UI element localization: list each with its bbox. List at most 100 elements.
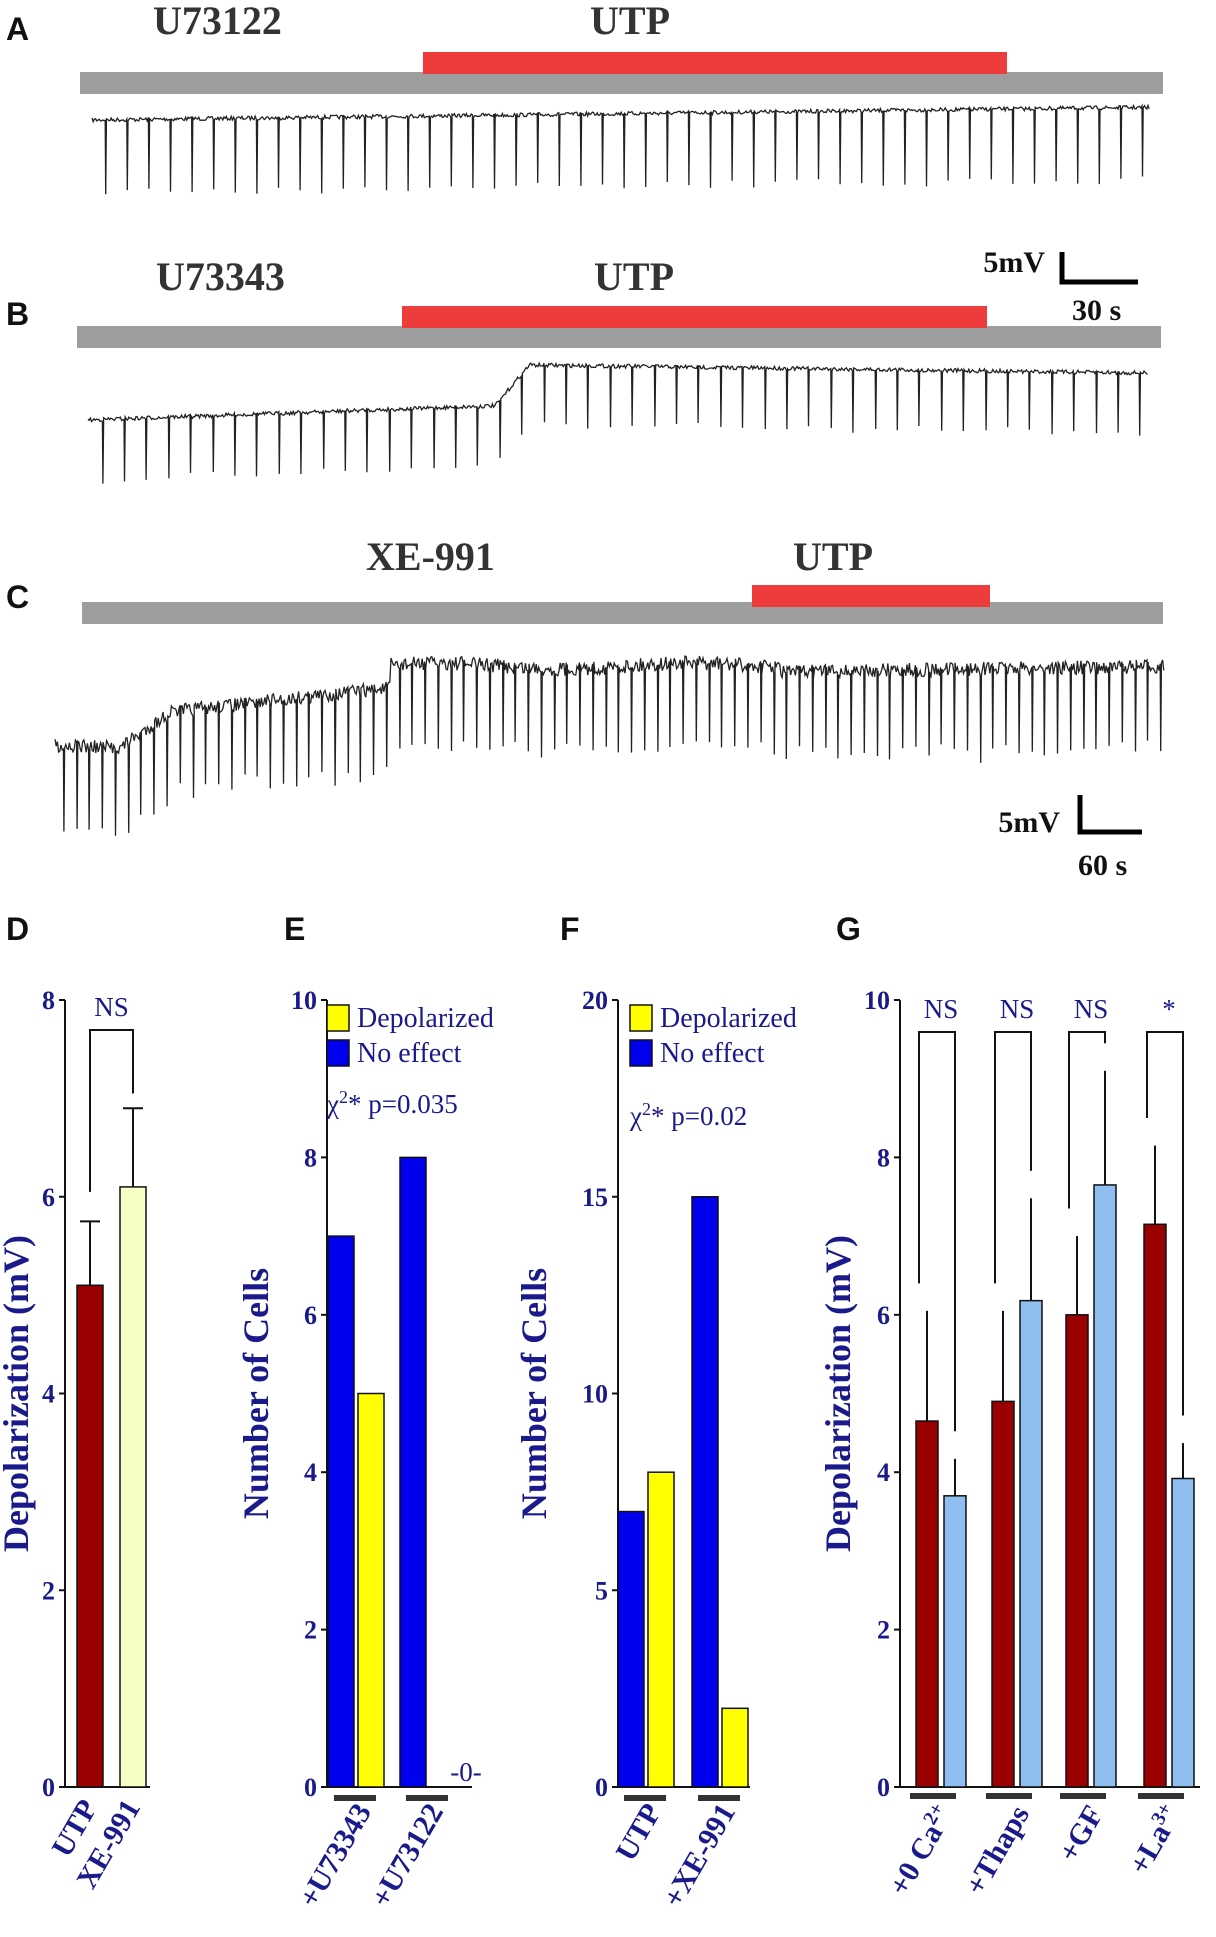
chart-g-y-tick-label: 0 [877,1773,890,1802]
chart-e-y-tick-label: 10 [291,986,317,1015]
chart-g-significance-label: NS [924,994,959,1024]
chart-d-y-tick-label: 0 [42,1773,55,1802]
chart-d-error-bar [123,1107,143,1187]
chart-g-bar-treatment [1171,1477,1195,1788]
chart-g-bar-utp [915,1420,939,1788]
chart-g-category-marker [1060,1793,1106,1799]
panel-c-scale-voltage: 5mV [998,806,1060,839]
chart-f-legend-swatch-depolarized [629,1004,653,1032]
chart-e-legend-label-no-effect: No effect [357,1038,462,1069]
chart-g-category-marker [1138,1793,1184,1799]
chart-g-significance-label: NS [1074,994,1109,1024]
chart-e-legend-swatch-depolarized [326,1004,350,1032]
chart-e-bar-depolarized [357,1392,385,1788]
panel-b-voltage-trace [87,361,1148,484]
chart-g-bar-treatment [943,1495,967,1788]
chart-e-legend-label-depolarized: Depolarized [357,1003,494,1034]
chart-f-category-marker [624,1795,666,1801]
chart-g-significance-label: NS [1000,994,1035,1024]
chart-d-y-axis-label: Depolarization (mV) [0,1235,36,1552]
chart-g-bar-utp [1065,1314,1089,1788]
panel-a-agonist-label: UTP [590,0,670,43]
chart-f-bar-depolarized [647,1471,675,1788]
chart-f-legend-swatch-no-effect [629,1039,653,1067]
chart-d-y-tick-label: 4 [42,1380,55,1409]
chart-e-bar-no-effect [327,1235,355,1788]
panel-b-scale-voltage: 5mV [983,246,1045,279]
panel-b-agonist-label: UTP [594,254,674,299]
chart-e-zero-label: -0- [450,1757,481,1787]
panel-b-drug-bar [77,326,1161,348]
panel-b-utp-bar [402,306,987,328]
panel-c-drug-bar [82,602,1163,624]
panel-b-drug-label: U73343 [156,254,285,299]
chart-f-legend-label-no-effect: No effect [660,1038,765,1069]
panel-c-agonist-label: UTP [793,534,873,579]
chart-f-bar-no-effect [691,1196,719,1788]
chart-d-bar [76,1284,104,1788]
panel-b-scale-time: 30 s [1072,294,1121,327]
panel-g-label: G [836,911,861,947]
panel-a-voltage-trace [91,103,1150,195]
chart-e-category-marker [334,1795,376,1801]
chart-e-y-tick-label: 2 [304,1616,317,1645]
chart-f-category-marker [698,1795,740,1801]
chart-f-y-axis-label: Number of Cells [514,1268,554,1519]
chart-f-y-tick-label: 0 [595,1773,608,1802]
chart-g: 0 2 4 6 8 10 Depolarization (mV) NS +0 Ca2+ NS +Th… [818,986,1200,1901]
chart-f-legend-label-depolarized: Depolarized [660,1003,797,1034]
chart-d-significance-bracket [89,1029,134,1192]
chart-e-category-marker [406,1795,448,1801]
panel-a-label: A [6,11,29,47]
chart-g-x-label: +0 Ca2+ [881,1799,960,1901]
panel-e-label: E [284,911,305,947]
chart-g-bar-treatment [1093,1184,1117,1788]
chart-g-bar-utp [991,1400,1015,1788]
chart-g-significance-bracket [1068,1031,1106,1209]
chart-f-y-tick-label: 5 [595,1576,608,1605]
chart-e-legend-swatch-no-effect [326,1039,350,1067]
panel-a: A U73122 UTP [6,0,1163,195]
chart-e-y-tick-label: 0 [304,1773,317,1802]
chart-e-y-axis-label: Number of Cells [236,1268,276,1519]
panel-a-drug-label: U73122 [153,0,282,43]
chart-e-y-tick-label: 4 [304,1458,317,1487]
chart-g-x-label: +La3+ [1121,1799,1188,1880]
chart-g-y-tick-label: 10 [864,986,890,1015]
panel-a-drug-bar [80,72,1163,94]
chart-e-bar-no-effect [399,1156,427,1788]
panel-c-utp-bar [752,585,990,607]
chart-f: 0 5 10 15 20 Number of Cells UTP+XE-991 Depolar… [514,986,797,1913]
chart-d-error-bar [80,1220,100,1286]
panel-c-scale-time: 60 s [1078,849,1127,882]
chart-g-significance-label: * [1162,994,1176,1024]
chart-f-x-label: +XE-991 [657,1798,742,1913]
panel-f-label: F [560,911,580,947]
chart-g-y-tick-label: 4 [877,1458,890,1487]
chart-f-y-tick-label: 15 [582,1183,608,1212]
panel-b: B U73343 UTP 5mV 30 s [6,246,1161,484]
chart-f-y-tick-label: 20 [582,986,608,1015]
chart-g-x-label: +Thaps [959,1800,1036,1901]
chart-f-bar-no-effect [617,1510,645,1788]
panel-c-scale-bar [1077,795,1142,835]
panel-d-label: D [6,911,29,947]
chart-g-x-label: +GF [1052,1800,1110,1867]
panel-b-label: B [6,296,29,332]
chart-g-significance-bracket [918,1031,956,1432]
chart-e-chi-square-label: χ2* p=0.035 [326,1087,458,1119]
chart-f-bar-depolarized [721,1707,749,1788]
chart-d-significance-label: NS [94,992,129,1022]
panel-c-drug-label: XE-991 [366,534,495,579]
chart-f-chi-square-label: χ2* p=0.02 [629,1099,747,1131]
chart-e-y-tick-label: 8 [304,1143,317,1172]
chart-f-y-tick-label: 10 [582,1380,608,1409]
panel-c-label: C [6,579,29,615]
panel-c-voltage-trace [54,655,1165,836]
chart-g-significance-bracket [1146,1031,1184,1416]
chart-g-bar-utp [1143,1223,1167,1788]
chart-d-y-tick-label: 2 [42,1576,55,1605]
panel-c: C XE-991 UTP 5mV 60 s [6,534,1165,882]
